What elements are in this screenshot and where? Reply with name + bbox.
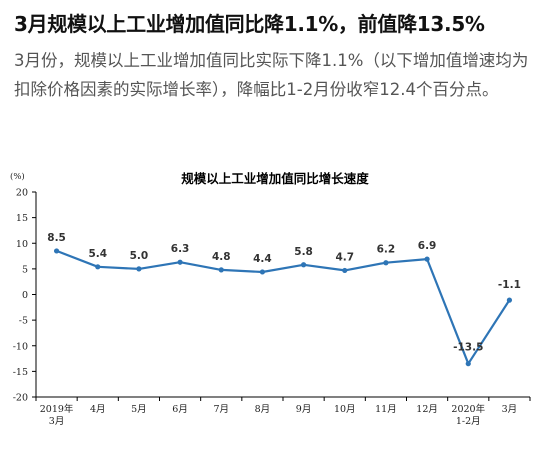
data-point bbox=[53, 248, 60, 254]
data-point bbox=[95, 264, 101, 270]
data-label: 5.8 bbox=[294, 246, 313, 258]
y-tick-label: -5 bbox=[19, 316, 28, 327]
x-tick-label: 12月 bbox=[416, 404, 438, 415]
y-tick-label: 20 bbox=[16, 188, 28, 199]
headline: 3月规模以上工业增加值同比降1.1%，前值降13.5% bbox=[14, 12, 485, 36]
x-tick-label: 6月 bbox=[172, 404, 188, 415]
data-label: 6.9 bbox=[418, 240, 437, 252]
data-label: -13.5 bbox=[453, 342, 483, 354]
data-point bbox=[259, 269, 266, 275]
y-tick-label: -10 bbox=[13, 341, 28, 352]
x-tick-label: 11月 bbox=[375, 404, 397, 415]
x-tick-label: 5月 bbox=[131, 404, 147, 415]
article-body: 3月份，规模以上工业增加值同比实际下降1.1%（以下增加值增速均为扣除价格因素的… bbox=[14, 51, 529, 99]
data-label: 8.5 bbox=[47, 232, 66, 244]
data-point bbox=[177, 259, 183, 265]
data-label: -1.1 bbox=[498, 279, 521, 291]
data-label: 5.0 bbox=[130, 250, 149, 262]
x-tick-label: 9月 bbox=[296, 404, 312, 415]
y-tick-label: 5 bbox=[22, 264, 28, 275]
chart-title: 规模以上工业增加值同比增长速度 bbox=[181, 171, 369, 186]
x-tick-label: 10月 bbox=[334, 404, 356, 415]
data-point bbox=[424, 256, 430, 262]
x-tick-label: 3月 bbox=[49, 416, 65, 427]
data-point bbox=[342, 267, 348, 274]
x-tick-label: 2019年 bbox=[40, 403, 74, 415]
y-tick-label: -15 bbox=[13, 367, 28, 378]
data-label: 4.8 bbox=[212, 251, 231, 263]
x-tick-label: 8月 bbox=[255, 404, 271, 415]
data-point bbox=[218, 267, 224, 273]
x-tick-label: 7月 bbox=[213, 404, 229, 415]
data-label: 6.3 bbox=[171, 243, 190, 255]
y-tick-label: 10 bbox=[16, 239, 28, 250]
series-line bbox=[56, 249, 511, 365]
data-label: 6.2 bbox=[377, 244, 396, 256]
x-tick-label: 1-2月 bbox=[456, 416, 481, 427]
line-chart: 规模以上工业增加值同比增长速度 (%) 20 15 10 5 0 -5 -10 -15 -20 201… bbox=[10, 171, 531, 427]
x-tick-label: 4月 bbox=[90, 404, 106, 415]
data-label: 4.7 bbox=[335, 251, 354, 263]
data-label: 5.4 bbox=[88, 248, 107, 260]
x-tick-label: 3月 bbox=[502, 404, 518, 415]
data-label: 4.4 bbox=[253, 253, 272, 265]
data-point bbox=[383, 260, 389, 266]
data-point bbox=[465, 361, 471, 367]
data-point bbox=[136, 266, 142, 272]
y-tick-label: 15 bbox=[16, 213, 28, 224]
x-tick-label: 2020年 bbox=[451, 403, 485, 415]
data-point bbox=[506, 297, 513, 303]
data-point bbox=[300, 262, 307, 268]
y-axis-unit: (%) bbox=[10, 171, 25, 182]
y-tick-label: 0 bbox=[22, 290, 28, 301]
chart-container: 规模以上工业增加值同比增长速度 (%) 20 15 10 5 0 -5 -10 -15 -20 201… bbox=[0, 160, 548, 448]
y-tick-label: -20 bbox=[13, 393, 28, 404]
